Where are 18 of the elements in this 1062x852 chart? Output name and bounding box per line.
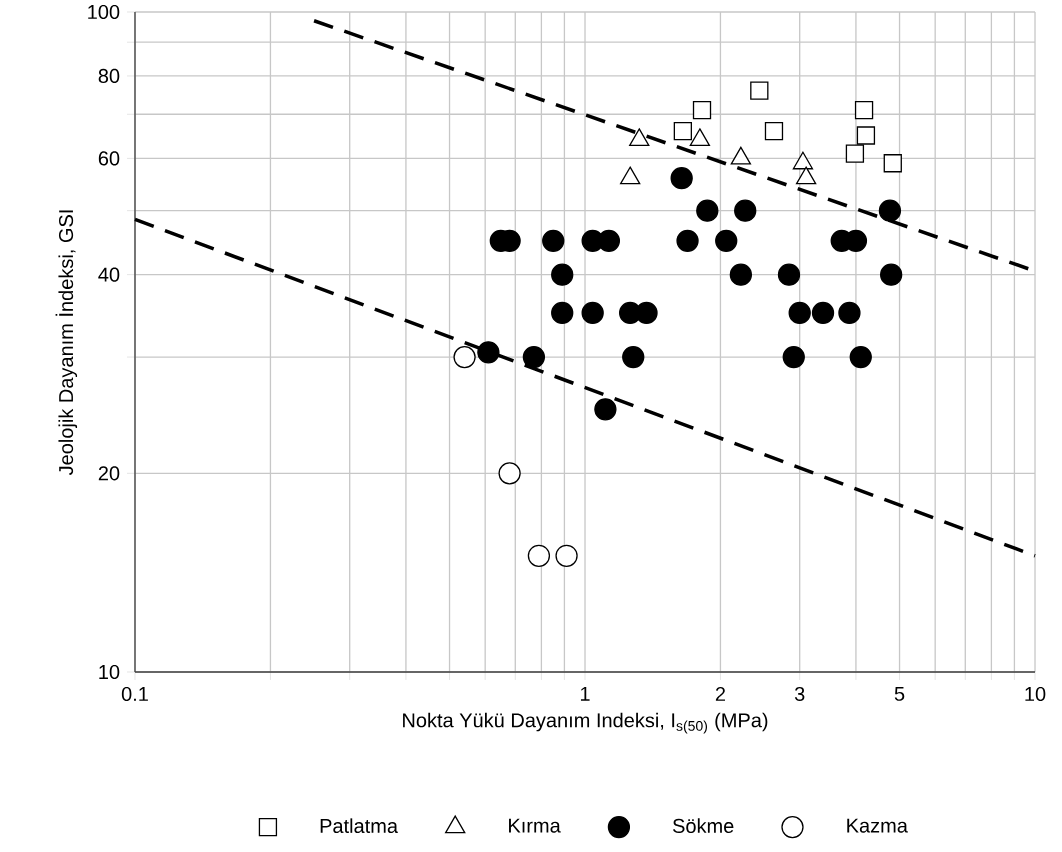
y-tick-label: 60: [98, 151, 120, 166]
x-tick-label: 10: [1025, 686, 1046, 702]
x-tick-label: 5: [894, 686, 905, 701]
y-tick-label: 10: [99, 664, 120, 680]
y-axis-title: Jeolojik Dayanım İndeksi, GSI: [55, 210, 78, 476]
x-tick-label: 0.1: [121, 686, 148, 702]
legend-label: Kırma: [509, 818, 561, 833]
y-tick-label: 40: [98, 267, 120, 282]
legend-label: Patlatma: [320, 818, 399, 834]
y-tick-label: 100: [88, 4, 120, 20]
x-tick-label: 1: [580, 686, 590, 701]
y-tick-label: 20: [98, 466, 120, 481]
y-tick-label: 80: [98, 68, 120, 84]
legend-label: Sökme: [672, 818, 734, 834]
x-tick-label: 2: [715, 686, 726, 701]
legend-label: Kazma: [847, 818, 908, 833]
x-tick-label: 3: [794, 686, 805, 702]
x-axis-title: Nokta Yükü Dayanım Indeksi, I$_{s(50)}$ (MPa): [403, 712, 768, 734]
